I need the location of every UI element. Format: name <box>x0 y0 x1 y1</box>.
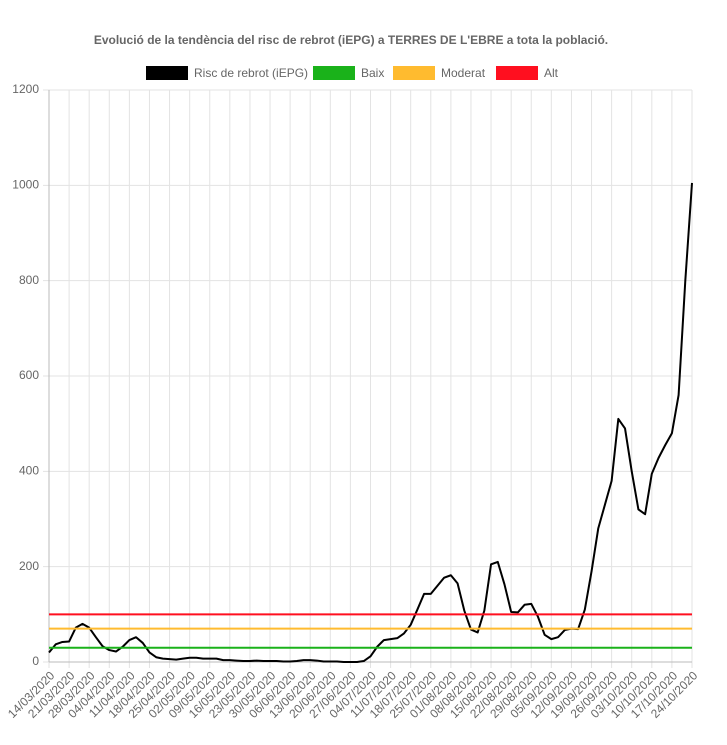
legend-label: Moderat <box>441 66 486 80</box>
legend-label: Baix <box>361 66 384 80</box>
y-tick-label: 400 <box>19 464 39 478</box>
legend-swatch <box>496 66 538 80</box>
y-tick-label: 200 <box>19 559 39 573</box>
chart-title: Evolució de la tendència del risc de reb… <box>94 33 608 47</box>
y-tick-label: 800 <box>19 273 39 287</box>
legend-swatch <box>313 66 355 80</box>
legend-label: Risc de rebrot (iEPG) <box>194 66 308 80</box>
y-tick-label: 1200 <box>12 82 39 96</box>
legend-swatch <box>393 66 435 80</box>
y-tick-label: 600 <box>19 368 39 382</box>
legend-swatch <box>146 66 188 80</box>
y-tick-label: 0 <box>32 654 39 668</box>
legend-label: Alt <box>544 66 559 80</box>
data-line <box>48 182 693 663</box>
y-tick-label: 1000 <box>12 178 39 192</box>
